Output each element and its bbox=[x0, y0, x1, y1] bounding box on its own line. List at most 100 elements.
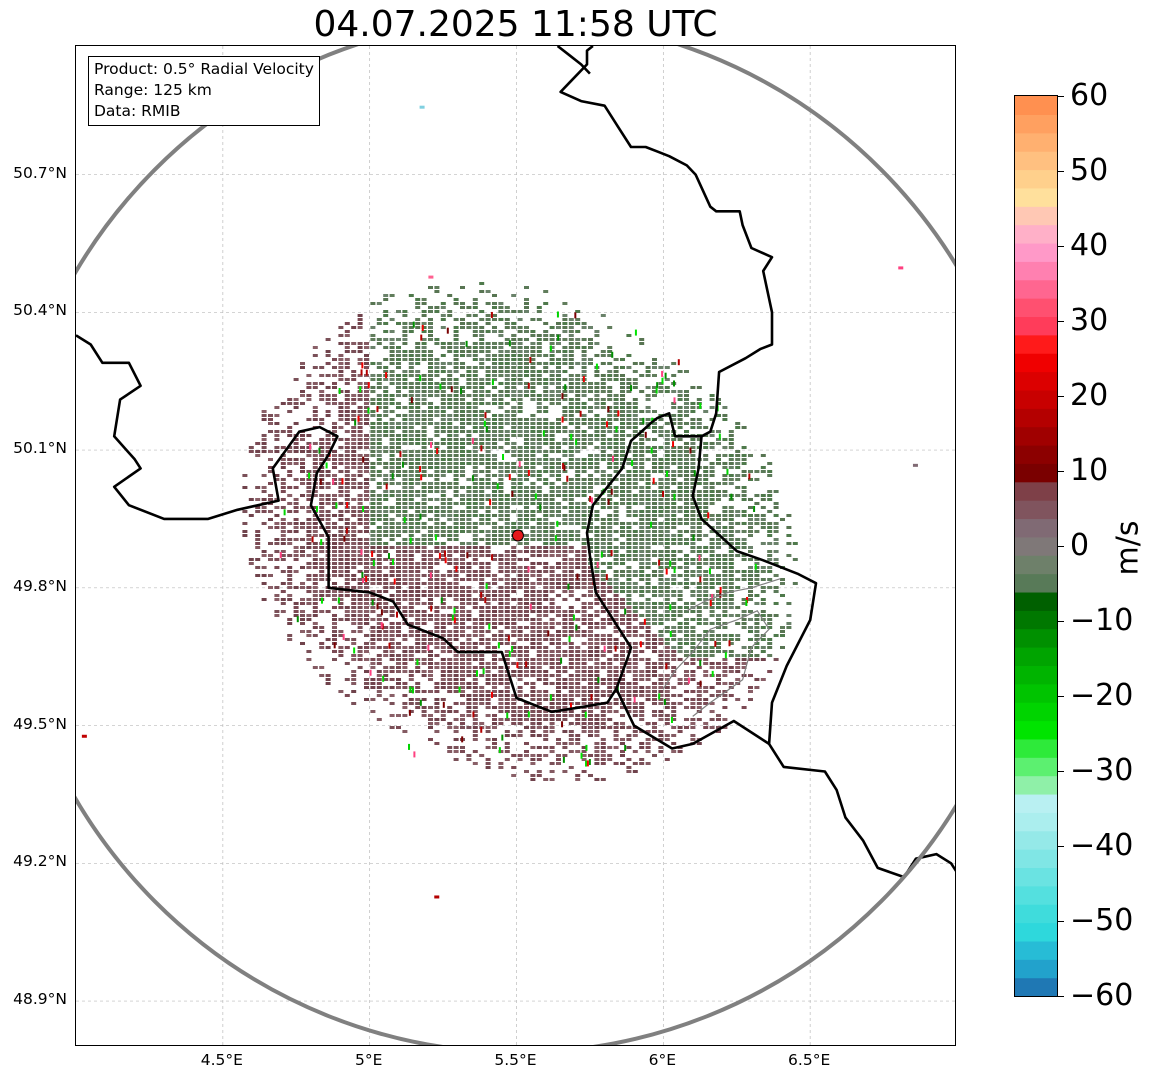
echo-pixel bbox=[556, 682, 561, 685]
echo-pixel bbox=[428, 474, 433, 477]
echo-pixel bbox=[536, 538, 542, 541]
echo-pixel bbox=[453, 594, 459, 597]
echo-pixel bbox=[741, 486, 747, 489]
echo-pixel bbox=[620, 606, 625, 609]
echo-pixel bbox=[632, 498, 638, 501]
echo-pixel bbox=[575, 502, 581, 505]
echo-pixel bbox=[600, 374, 606, 377]
echo-pixel bbox=[312, 622, 318, 625]
echo-pixel bbox=[511, 566, 517, 569]
echo-pixel bbox=[268, 430, 273, 433]
echo-pixel bbox=[536, 398, 542, 401]
echo-pixel bbox=[498, 638, 504, 641]
echo-pixel bbox=[492, 554, 497, 557]
echo-pixel bbox=[492, 354, 497, 357]
echo-pixel bbox=[709, 518, 715, 521]
echo-pixel bbox=[312, 506, 318, 509]
echo-pixel bbox=[543, 682, 549, 685]
echo-pixel bbox=[536, 350, 542, 353]
echo-pixel bbox=[312, 346, 318, 349]
echo-pixel bbox=[415, 546, 421, 549]
echo-pixel bbox=[434, 422, 440, 425]
echo-pixel bbox=[447, 558, 453, 561]
echo-pixel bbox=[517, 342, 523, 345]
echo-pixel bbox=[652, 650, 657, 653]
echo-pixel bbox=[722, 530, 728, 533]
echo-pixel bbox=[344, 566, 350, 569]
echo-pixel bbox=[421, 670, 427, 673]
echo-pixel bbox=[472, 602, 478, 605]
echo-pixel bbox=[722, 494, 728, 497]
echo-pixel bbox=[556, 646, 561, 649]
echo-pixel bbox=[613, 502, 619, 505]
echo-pixel bbox=[408, 486, 414, 489]
echo-pixel bbox=[485, 374, 491, 377]
echo-pixel bbox=[434, 414, 440, 417]
echo-pixel bbox=[312, 418, 318, 421]
echo-pixel bbox=[645, 394, 651, 397]
echo-pixel bbox=[396, 322, 401, 325]
echo-pixel bbox=[754, 530, 760, 533]
echo-pixel bbox=[632, 662, 638, 665]
echo-pixel bbox=[472, 330, 478, 333]
echo-pixel bbox=[639, 418, 645, 421]
echo-pixel bbox=[344, 410, 350, 413]
echo-pixel bbox=[440, 466, 446, 469]
echo-pixel bbox=[639, 410, 645, 413]
echo-pixel bbox=[709, 394, 715, 397]
echo-pixel bbox=[460, 306, 465, 309]
echo-pixel bbox=[690, 446, 696, 449]
echo-pixel bbox=[600, 682, 606, 685]
echo-pixel bbox=[504, 466, 510, 469]
echo-pixel bbox=[690, 438, 696, 441]
echo-pixel bbox=[620, 430, 625, 433]
echo-pixel bbox=[607, 494, 613, 497]
echo-pixel bbox=[511, 670, 517, 673]
echo-pixel bbox=[460, 322, 465, 325]
echo-pixel bbox=[447, 618, 453, 621]
echo-pixel bbox=[351, 674, 357, 677]
echo-pixel bbox=[626, 510, 632, 513]
echo-pixel bbox=[274, 406, 280, 409]
echo-pixel bbox=[581, 346, 587, 349]
echo-pixel bbox=[479, 334, 485, 337]
echo-pixel bbox=[530, 590, 536, 593]
echo-pixel bbox=[280, 518, 286, 521]
echo-pixel bbox=[415, 434, 421, 437]
echo-pixel bbox=[402, 610, 408, 613]
echo-pixel bbox=[607, 442, 613, 445]
echo-pixel bbox=[684, 470, 689, 473]
echo-pixel bbox=[741, 494, 747, 497]
echo-pixel bbox=[549, 402, 555, 405]
echo-pixel bbox=[280, 554, 286, 557]
echo-pixel bbox=[421, 382, 427, 385]
echo-pixel bbox=[722, 638, 728, 641]
echo-pixel bbox=[293, 438, 299, 441]
echo-pixel bbox=[684, 586, 689, 589]
echo-pixel bbox=[415, 342, 421, 345]
echo-pixel bbox=[696, 610, 702, 613]
echo-pixel bbox=[287, 502, 293, 505]
echo-pixel bbox=[536, 662, 542, 665]
echo-pixel bbox=[780, 594, 785, 597]
echo-pixel bbox=[556, 458, 561, 461]
echo-pixel bbox=[479, 326, 485, 329]
echo-pixel bbox=[684, 410, 689, 413]
echo-pixel bbox=[536, 670, 542, 673]
echo-pixel bbox=[524, 390, 529, 393]
echo-pixel bbox=[677, 446, 683, 449]
echo-pixel bbox=[408, 602, 414, 605]
echo-pixel bbox=[460, 386, 465, 389]
echo-pixel bbox=[613, 530, 619, 533]
echo-pixel bbox=[344, 430, 350, 433]
echo-pixel bbox=[447, 406, 453, 409]
echo-pixel bbox=[632, 650, 638, 653]
echo-pixel bbox=[607, 550, 613, 553]
echo-pixel bbox=[440, 634, 446, 637]
echo-pixel bbox=[485, 466, 491, 469]
echo-pixel bbox=[332, 498, 337, 501]
echo-pixel bbox=[389, 666, 395, 669]
echo-pixel bbox=[376, 422, 382, 425]
echo-pixel bbox=[524, 454, 529, 457]
echo-pixel bbox=[485, 554, 491, 557]
